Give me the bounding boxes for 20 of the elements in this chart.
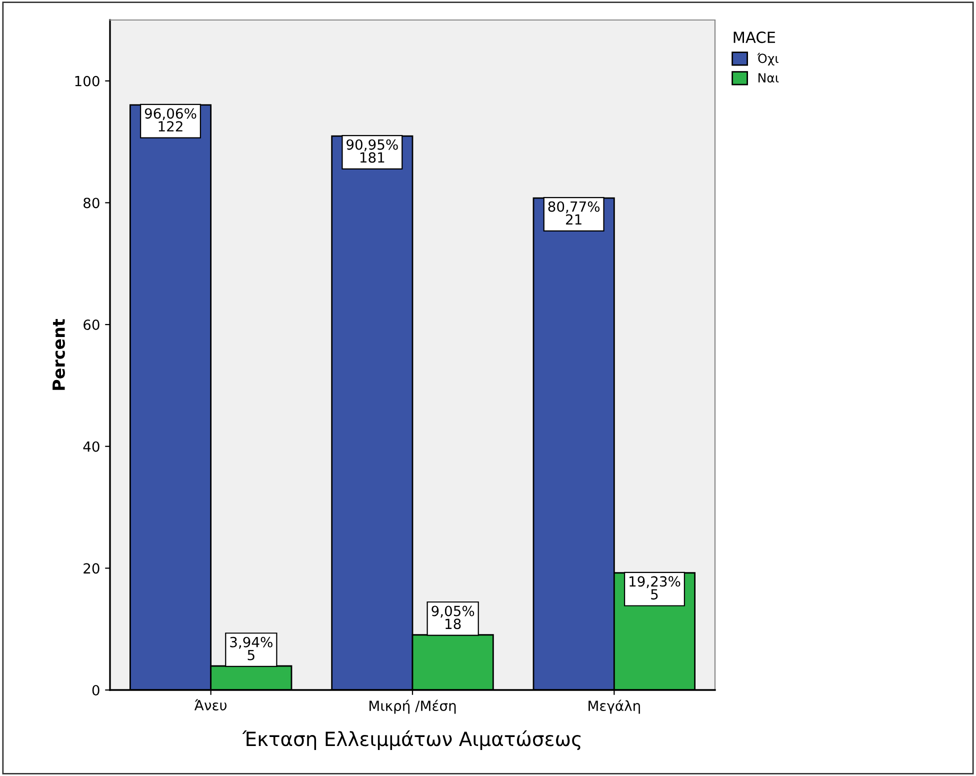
y-tick-label: 40 [83,441,100,452]
x-tick-label: Άνευ [194,699,226,710]
x-tick-label: Μεγάλη [588,700,640,714]
legend-label: Ναι [758,73,779,83]
x-tick-label: Μικρή /Μέση [370,700,456,714]
data-label: 19,23% 5 [630,576,680,600]
legend-label: Όχι [757,52,778,66]
data-label: 80,77% 21 [548,201,600,225]
data-label: 9,05% 18 [432,606,474,630]
x-axis-title: Έκταση Ελλειμμάτων Αιματώσεως [242,730,581,750]
y-axis-title: Percent [52,319,65,390]
legend-title: MACE [734,32,776,44]
y-tick-label: 60 [84,320,100,330]
data-label: 96,06% 122 [144,108,196,132]
y-tick-label: 100 [75,76,100,86]
y-tick-label: 20 [84,563,100,574]
y-tick-label: 80 [84,198,100,208]
data-label: 90,95% 181 [346,139,398,163]
data-label: 3,94% 5 [230,636,272,660]
y-tick-label: 0 [92,684,100,696]
